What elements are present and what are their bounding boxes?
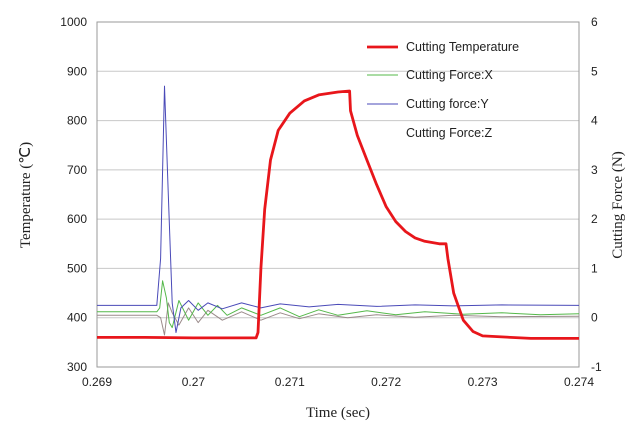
x-tick-label: 0.27 (182, 375, 206, 389)
y-left-tick-label: 400 (67, 311, 87, 325)
series-line-1 (97, 280, 580, 329)
x-tick-label: 0.273 (468, 375, 498, 389)
series-lines (97, 85, 580, 340)
y-right-tick-label: 4 (591, 114, 598, 128)
y-right-tick-label: 6 (591, 15, 598, 29)
y-left-tick-label: 1000 (60, 15, 87, 29)
y-left-tick-label: 300 (67, 360, 87, 374)
y-right-tick-label: 0 (591, 311, 598, 325)
legend-label-temperature: Cutting Temperature (406, 40, 519, 54)
plot-area-bg (97, 22, 579, 367)
legend-label-force-x: Cutting Force:X (406, 68, 494, 82)
x-tick-labels: 0.269 0.27 0.271 0.272 0.273 0.274 (82, 375, 594, 389)
y-left-tick-label: 800 (67, 114, 87, 128)
legend: Cutting Temperature Cutting Force:X Cutt… (367, 40, 519, 140)
legend-label-force-z: Cutting Force:Z (406, 126, 493, 140)
y-right-axis-title: Cutting Force (N) (610, 151, 626, 258)
plot-frame (96, 21, 580, 368)
legend-label-force-y: Cutting force:Y (406, 97, 489, 111)
y-left-tick-label: 900 (67, 64, 87, 78)
y-left-tick-label: 500 (67, 261, 87, 275)
y-right-tick-labels: -1 0 1 2 3 4 5 6 (591, 15, 602, 374)
x-tick-label: 0.272 (371, 375, 401, 389)
x-tick-label: 0.271 (275, 375, 305, 389)
y-left-tick-label: 700 (67, 163, 87, 177)
x-tick-label: 0.269 (82, 375, 112, 389)
y-left-tick-labels: 300 400 500 600 700 800 900 1000 (60, 15, 87, 374)
series-line-3 (97, 302, 580, 336)
x-axis-title: Time (sec) (306, 405, 370, 421)
y-right-tick-label: 1 (591, 261, 598, 275)
y-right-tick-label: -1 (591, 360, 602, 374)
y-left-tick-label: 600 (67, 212, 87, 226)
y-right-tick-label: 2 (591, 212, 598, 226)
series-line-2 (97, 85, 580, 333)
y-right-tick-label: 5 (591, 64, 598, 78)
series-line-0 (97, 89, 579, 340)
y-left-axis-title: Temperature (℃) (18, 142, 34, 248)
x-tick-label: 0.274 (564, 375, 594, 389)
y-right-tick-label: 3 (591, 163, 598, 177)
